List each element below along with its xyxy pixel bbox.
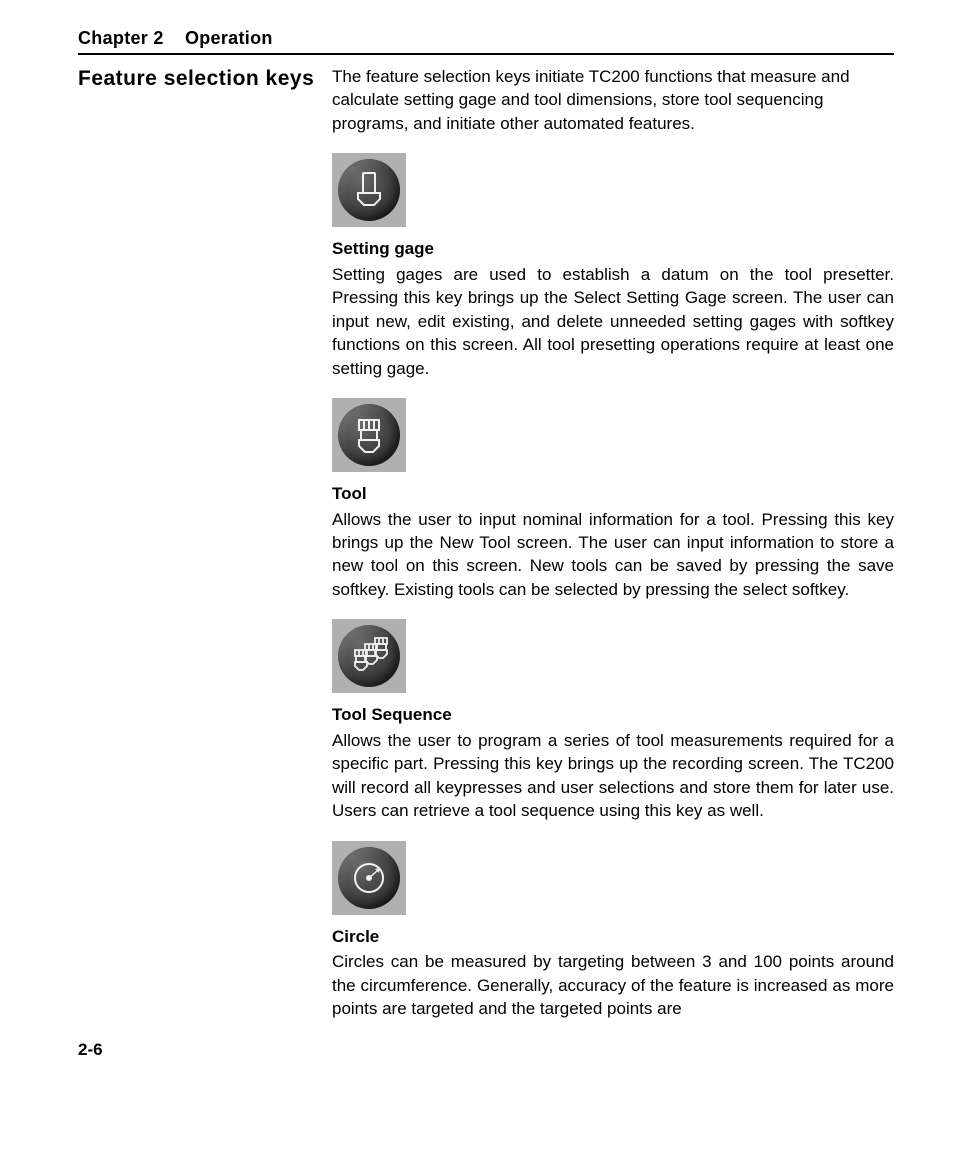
- key-heading: Circle: [332, 925, 894, 948]
- key-heading: Setting gage: [332, 237, 894, 260]
- circle-key-image: [332, 841, 406, 915]
- key-heading: Tool Sequence: [332, 703, 894, 726]
- key-body: Allows the user to input nominal informa…: [332, 508, 894, 602]
- setting-gage-key-image: [332, 153, 406, 227]
- chapter-header: Chapter 2 Operation: [78, 28, 894, 49]
- section-title: Feature selection keys: [78, 65, 332, 91]
- key-body: Circles can be measured by targeting bet…: [332, 950, 894, 1020]
- circle-icon: [349, 858, 389, 898]
- key-heading: Tool: [332, 482, 894, 505]
- content-column: The feature selection keys initiate TC20…: [332, 65, 894, 1026]
- tool-sequence-key-image: [332, 619, 406, 693]
- tool-key-image: [332, 398, 406, 472]
- header-rule: [78, 53, 894, 55]
- chapter-label: Chapter 2: [78, 28, 164, 48]
- chapter-title: Operation: [185, 28, 273, 48]
- intro-paragraph: The feature selection keys initiate TC20…: [332, 65, 894, 135]
- key-body: Allows the user to program a series of t…: [332, 729, 894, 823]
- tool-sequence-icon: [347, 636, 391, 676]
- page-number: 2-6: [78, 1040, 894, 1060]
- key-body: Setting gages are used to establish a da…: [332, 263, 894, 380]
- tool-icon: [351, 416, 387, 454]
- setting-gage-icon: [352, 171, 386, 209]
